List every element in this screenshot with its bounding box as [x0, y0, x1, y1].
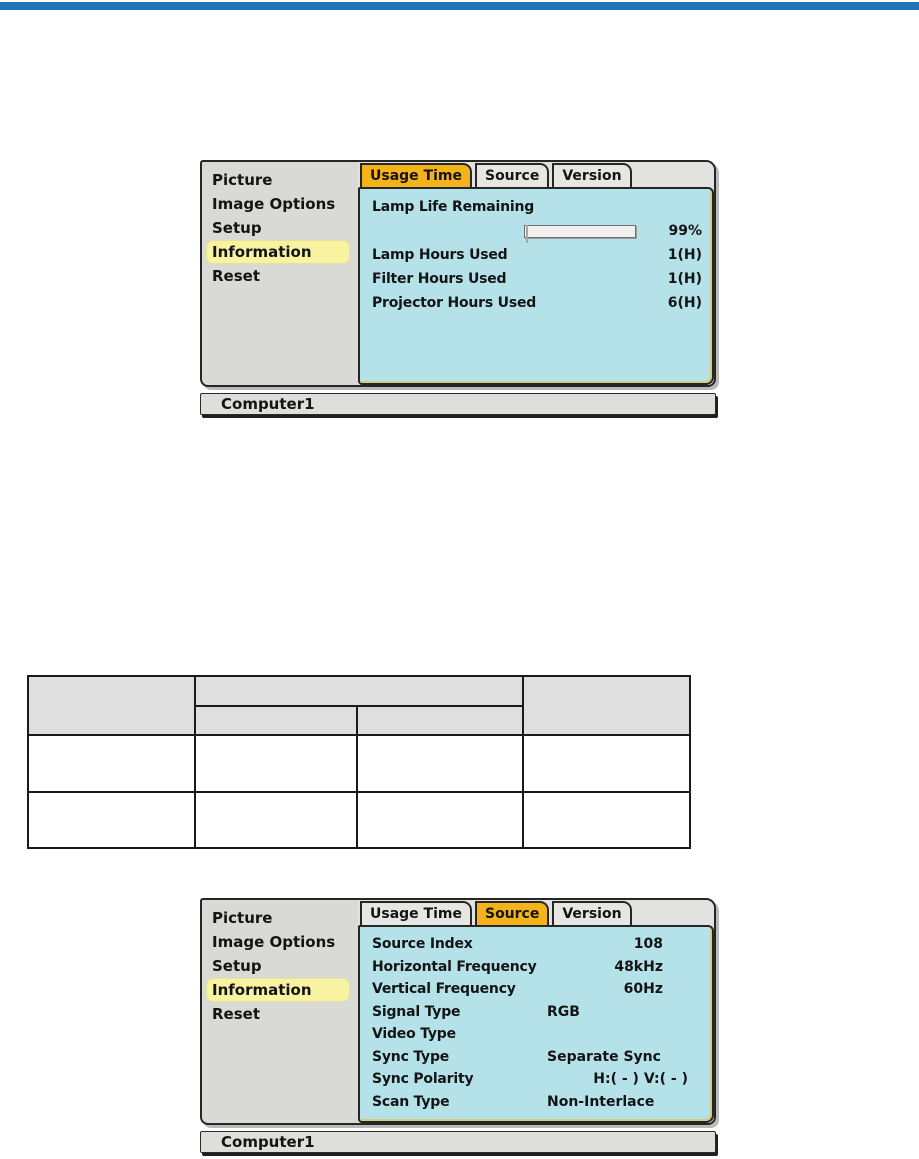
tab-version[interactable]: Version: [552, 163, 632, 187]
row-sync-type: Sync Type Separate Sync: [372, 1046, 702, 1069]
row-lamp-life-gauge: 99%: [372, 219, 702, 243]
tab-source[interactable]: Source: [474, 163, 550, 187]
row-value: 6(H): [667, 295, 702, 311]
row-horizontal-frequency: Horizontal Frequency 48kHz: [372, 956, 702, 979]
source-status-bar: Computer1: [200, 1131, 716, 1153]
row-label: Video Type: [372, 1026, 456, 1043]
tab-version[interactable]: Version: [552, 901, 632, 925]
row-label: Lamp Hours Used: [372, 247, 508, 263]
sidebar-item-image-options[interactable]: Image Options: [212, 195, 336, 213]
osd-tabstrip: Usage Time Source Version: [358, 900, 714, 925]
sidebar-item-picture[interactable]: Picture: [212, 171, 273, 189]
sidebar-item-setup[interactable]: Setup: [212, 957, 262, 975]
osd-menu: Picture Image Options Setup Information …: [200, 898, 716, 1125]
table-header-cell: [27, 675, 196, 736]
lamp-life-progress-fill: [526, 224, 528, 243]
source-panel: Source Index 108 Horizontal Frequency 48…: [358, 925, 714, 1123]
row-value: Separate Sync: [547, 1048, 661, 1065]
row-label: Sync Polarity: [372, 1071, 474, 1088]
spec-table: [27, 675, 691, 849]
row-source-index: Source Index 108: [372, 933, 702, 956]
usage-time-panel: Lamp Life Remaining 99% Lamp Hours Used …: [358, 187, 714, 385]
table-cell: [194, 734, 358, 793]
tab-usage-time[interactable]: Usage Time: [360, 901, 472, 925]
row-value: 1(H): [667, 247, 702, 263]
lamp-life-progress-bar: [524, 224, 636, 243]
row-label: Vertical Frequency: [372, 981, 516, 998]
row-video-type: Video Type: [372, 1023, 702, 1046]
tab-source[interactable]: Source: [474, 901, 550, 925]
osd-sidebar: Picture Image Options Setup Information …: [202, 162, 358, 385]
table-subheader-cell: [356, 705, 524, 736]
row-projector-hours-used: Projector Hours Used 6(H): [372, 291, 702, 315]
row-value: 60Hz: [623, 981, 663, 998]
row-label: Source Index: [372, 936, 473, 953]
row-value: RGB: [547, 1003, 580, 1020]
sidebar-item-picture[interactable]: Picture: [212, 909, 273, 927]
table-cell: [522, 734, 691, 793]
table-cell: [27, 791, 196, 849]
row-filter-hours-used: Filter Hours Used 1(H): [372, 267, 702, 291]
table-cell: [356, 791, 524, 849]
row-value: 48kHz: [614, 958, 663, 975]
sidebar-item-reset[interactable]: Reset: [212, 267, 260, 285]
row-label: Signal Type: [372, 1003, 461, 1020]
row-label: Scan Type: [372, 1093, 450, 1110]
sidebar-item-image-options[interactable]: Image Options: [212, 933, 336, 951]
row-label: Horizontal Frequency: [372, 958, 537, 975]
sidebar-item-setup[interactable]: Setup: [212, 219, 262, 237]
sidebar-item-information[interactable]: Information: [206, 240, 350, 264]
osd-tabstrip: Usage Time Source Version: [358, 162, 714, 187]
row-signal-type: Signal Type RGB: [372, 1001, 702, 1024]
osd-right-column: Usage Time Source Version Source Index 1…: [358, 900, 714, 1123]
osd-menu: Picture Image Options Setup Information …: [200, 160, 716, 387]
table-cell: [27, 734, 196, 793]
sidebar-item-information[interactable]: Information: [206, 978, 350, 1002]
table-cell: [194, 791, 358, 849]
osd-screen-source: Picture Image Options Setup Information …: [200, 898, 716, 1153]
osd-sidebar: Picture Image Options Setup Information …: [202, 900, 358, 1123]
table-header-group-cell: [194, 675, 524, 707]
row-value: 108: [633, 936, 663, 953]
table-cell: [356, 734, 524, 793]
row-value: 1(H): [667, 271, 702, 287]
lamp-life-percent: 99%: [668, 223, 702, 239]
row-vertical-frequency: Vertical Frequency 60Hz: [372, 978, 702, 1001]
osd-right-column: Usage Time Source Version Lamp Life Rema…: [358, 162, 714, 385]
row-value: H:( - ) V:( - ): [593, 1071, 688, 1088]
row-label: Filter Hours Used: [372, 271, 507, 287]
row-lamp-life-remaining: Lamp Life Remaining: [372, 195, 702, 219]
table-cell: [522, 791, 691, 849]
row-sync-polarity: Sync Polarity H:( - ) V:( - ): [372, 1068, 702, 1091]
row-scan-type: Scan Type Non-Interlace: [372, 1091, 702, 1114]
tab-usage-time[interactable]: Usage Time: [360, 163, 472, 187]
source-status-bar: Computer1: [200, 393, 716, 415]
table-header-cell: [522, 675, 691, 736]
table-subheader-cell: [194, 705, 358, 736]
row-label: Lamp Life Remaining: [372, 199, 535, 215]
osd-screen-usage-time: Picture Image Options Setup Information …: [200, 160, 716, 415]
sidebar-item-reset[interactable]: Reset: [212, 1005, 260, 1023]
row-value: Non-Interlace: [547, 1093, 655, 1110]
row-label: Projector Hours Used: [372, 295, 537, 311]
row-lamp-hours-used: Lamp Hours Used 1(H): [372, 243, 702, 267]
page-top-rule: [0, 2, 919, 10]
row-label: Sync Type: [372, 1048, 450, 1065]
